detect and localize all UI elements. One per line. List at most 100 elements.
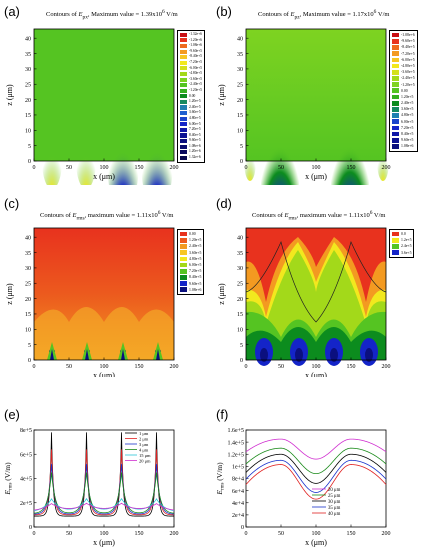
x-tick-label: 0 xyxy=(33,531,36,537)
legend-label: 2.40e+5 xyxy=(189,104,201,109)
y-tick-label: 4e+4 xyxy=(232,501,244,507)
y-axis-label: z (μm) xyxy=(5,84,14,106)
y-tick-label: 0 xyxy=(29,525,32,531)
contour-plot: 0 5 10 15 20 25 30 35 40 z (μm) 0 50 100 150 200 x (μm… xyxy=(217,28,391,185)
y-tick-label: 6e+5 xyxy=(20,452,32,458)
y-tick-label: 2e+5 xyxy=(20,501,32,507)
legend-label: 7.20e+5 xyxy=(189,127,201,132)
legend-entry: 1.20e+6 xyxy=(180,149,202,155)
y-tick-label: 40 xyxy=(237,36,243,42)
legend-entry: 7.20e+5 xyxy=(180,268,201,274)
legend-swatch xyxy=(180,250,187,255)
legend-swatch xyxy=(392,125,399,131)
legend-label: 30 μm xyxy=(328,500,341,505)
legend-entry: -3.60e+5 xyxy=(180,77,202,83)
series-line xyxy=(245,438,387,460)
x-tick-label: 150 xyxy=(347,531,356,537)
legend-entry: 6.00e+5 xyxy=(392,119,415,125)
panel-e: (e) 0 2e+5 4e+5 6e+5 8e+5 0 50 100 150 200 x (μm) E… xyxy=(0,395,212,550)
x-tick-label: 150 xyxy=(135,165,144,171)
legend-label: -1.20e+6 xyxy=(189,37,202,42)
legend-entry: 9.60e+5 xyxy=(392,137,415,143)
x-tick-label: 200 xyxy=(170,165,179,171)
legend-swatch xyxy=(180,144,187,149)
legend-label: 3.60e+5 xyxy=(189,110,201,115)
y-tick-label: 2e+4 xyxy=(232,513,244,519)
legend-swatch xyxy=(180,94,187,99)
legend-entry: 3.60e+5 xyxy=(180,110,202,116)
legend-label: 4.80e+5 xyxy=(401,113,414,118)
legend-swatch xyxy=(392,38,399,44)
legend-swatch xyxy=(180,268,187,274)
legend-swatch xyxy=(392,76,399,81)
panel-label: (d) xyxy=(216,196,232,211)
legend-label: -2.40e+5 xyxy=(401,76,415,81)
legend-label: -3.60e+5 xyxy=(189,76,202,81)
legend-swatch xyxy=(180,60,187,65)
legend-label: -9.60e+5 xyxy=(189,48,202,53)
legend-label: 25 μm xyxy=(328,494,341,499)
legend-entry: -2.40e+5 xyxy=(392,75,415,81)
legend-swatch xyxy=(392,144,399,149)
series-line xyxy=(245,453,387,484)
legend-label: 8.40e+5 xyxy=(401,132,414,136)
legend-entry: -4.80e+5 xyxy=(392,63,415,69)
legend-entry: 4.80e+5 xyxy=(392,112,415,118)
x-axis-label: x (μm) xyxy=(93,172,115,181)
legend-label: 1.20e+5 xyxy=(189,99,201,104)
y-tick-label: 6e+4 xyxy=(232,489,244,495)
legend-swatch xyxy=(180,49,187,54)
series-line xyxy=(33,502,175,511)
legend-swatch xyxy=(392,107,399,112)
y-tick-label: 8e+5 xyxy=(20,428,32,434)
legend-entry: 2.4e+5 xyxy=(392,243,411,249)
legend-label: -8.40e+5 xyxy=(189,54,202,59)
plot-frame xyxy=(245,429,387,528)
y-tick-label: 35 xyxy=(25,52,31,58)
legend-swatch xyxy=(180,127,187,132)
series-line xyxy=(245,464,387,500)
x-tick-label: 50 xyxy=(278,531,284,537)
panel-a: (a) Contours of Epx, Maximum value = 1.3… xyxy=(0,0,212,185)
legend-entry: 9.60e+5 xyxy=(180,138,202,144)
legend-swatch xyxy=(392,69,399,75)
panel-c: (c) Contours of Erms, maximum value = 1.… xyxy=(0,192,212,377)
x-tick-label: 50 xyxy=(278,364,284,370)
legend-entry: -3.60e+5 xyxy=(392,69,415,75)
legend-entry: 0.00 xyxy=(392,88,415,94)
panel-title: Contours of Epz, Maximum value = 1.17x10… xyxy=(258,9,390,21)
legend-label: 3 μm xyxy=(139,442,149,447)
legend-entry: -6.00e+5 xyxy=(392,57,415,63)
legend-label: 2.40e+5 xyxy=(189,244,202,249)
legend-entry: 8.40e+5 xyxy=(180,274,201,280)
legend-swatch xyxy=(392,237,399,243)
y-tick-label: 25 xyxy=(237,281,243,287)
y-axis-label: z (μm) xyxy=(217,84,226,106)
legend-label: -2.40e+5 xyxy=(189,82,202,87)
x-axis: 0 50 100 150 200 x (μm) xyxy=(245,158,391,181)
legend-entry: 1.20e+5 xyxy=(180,237,201,243)
y-axis: 0 5 10 15 20 25 30 35 40 z (μm) xyxy=(217,235,249,364)
x-tick-label: 50 xyxy=(66,364,72,370)
y-tick-label: 5 xyxy=(240,343,243,349)
y-axis: 0 5 10 15 20 25 30 35 40 z (μm) xyxy=(5,36,37,165)
legend-entry: 1.20e+5 xyxy=(180,99,202,105)
legend-label: 20 μm xyxy=(328,488,341,493)
x-tick-label: 100 xyxy=(312,364,321,370)
panel-label: (f) xyxy=(216,407,229,422)
legend: 0.00 1.20e+5 2.40e+5 3.60e+5 4.80e+5 6.00e+5 7… xyxy=(177,229,205,295)
legend-swatch xyxy=(180,71,187,76)
legend-swatch xyxy=(392,51,399,56)
legend-entry: -7.20e+5 xyxy=(392,51,415,57)
legend: -1.08e+6 -9.60e+5 -8.40e+5 -7.20e+5 -6.00e+5… xyxy=(389,30,418,152)
x-tick-label: 0 xyxy=(33,364,36,370)
legend-label: 7.20e+5 xyxy=(189,269,202,274)
legend: -1.32e+6 -1.20e+6 -1.08e+6 -9.60e+5 -8.40e+5… xyxy=(177,30,205,163)
contour-plot: 0 5 10 15 20 25 30 35 40 z (μm) 0 50 100 150 200 x (μm… xyxy=(217,227,391,377)
legend-entry: 0.00 xyxy=(180,231,201,237)
x-axis: 0 50 100 150 200 x (μm) xyxy=(245,357,391,377)
contour-plot: 0 5 10 15 20 25 30 35 40 z (μm) 0 50 100 150 200 x (μm… xyxy=(5,227,179,377)
legend-swatch xyxy=(392,45,399,50)
legend-swatch xyxy=(392,94,399,100)
